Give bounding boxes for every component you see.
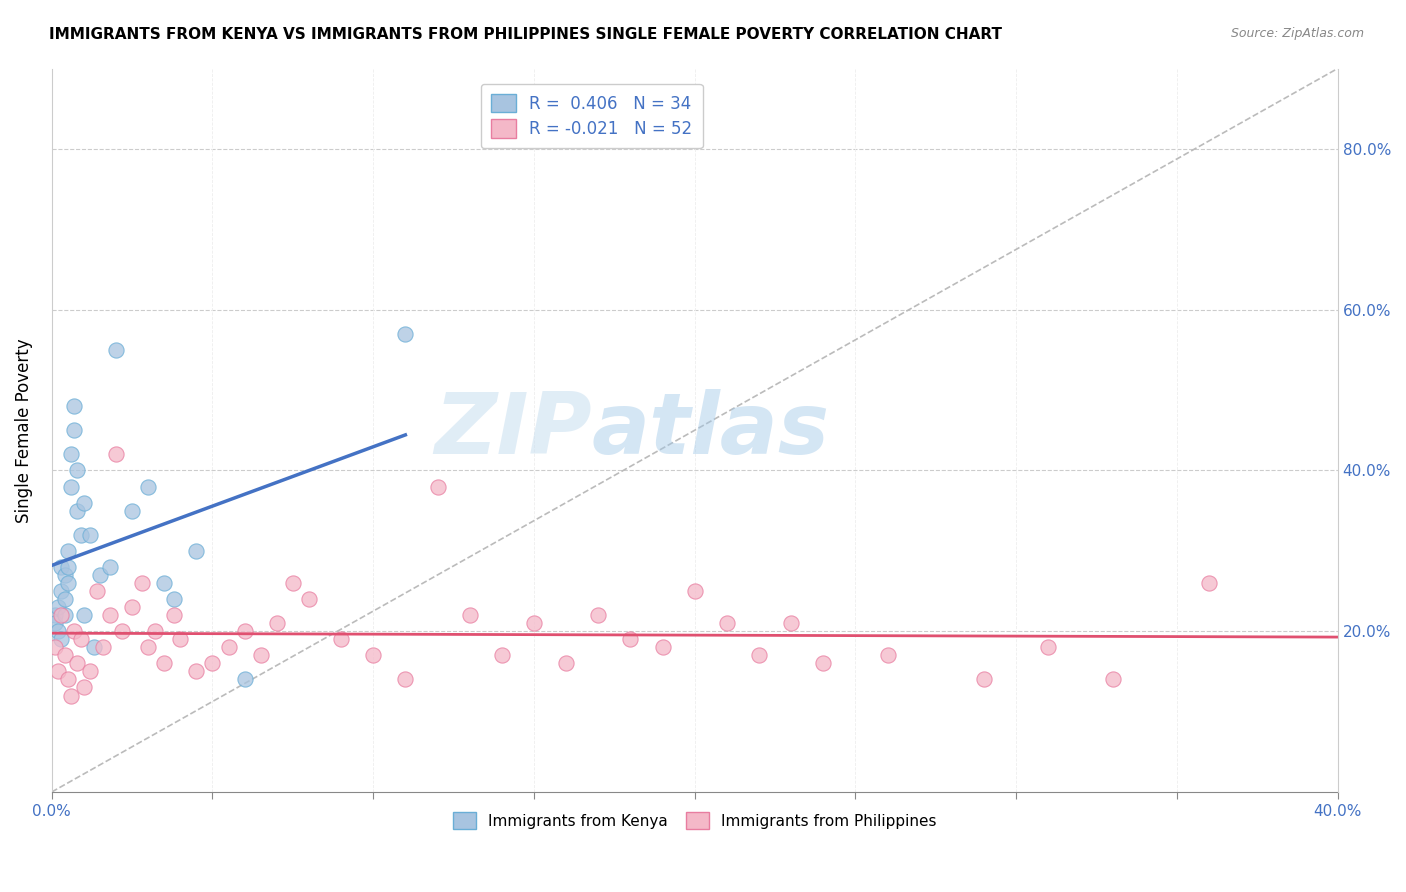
Point <box>63 624 86 639</box>
Point <box>1038 640 1060 655</box>
Point <box>163 608 186 623</box>
Point <box>555 657 578 671</box>
Point <box>121 503 143 517</box>
Point <box>169 632 191 647</box>
Point <box>53 568 76 582</box>
Point <box>780 616 803 631</box>
Point <box>233 624 256 639</box>
Point <box>136 479 159 493</box>
Point <box>394 673 416 687</box>
Point <box>619 632 641 647</box>
Point <box>53 608 76 623</box>
Point <box>69 632 91 647</box>
Point <box>66 463 89 477</box>
Point <box>73 495 96 509</box>
Point <box>73 608 96 623</box>
Point <box>83 640 105 655</box>
Point <box>66 503 89 517</box>
Point <box>330 632 353 647</box>
Point <box>266 616 288 631</box>
Point <box>66 657 89 671</box>
Point <box>281 576 304 591</box>
Point <box>586 608 609 623</box>
Point <box>491 648 513 663</box>
Point <box>394 326 416 341</box>
Point <box>56 673 79 687</box>
Point <box>98 608 121 623</box>
Point <box>105 343 128 357</box>
Point <box>60 689 83 703</box>
Point <box>86 584 108 599</box>
Point <box>69 527 91 541</box>
Point <box>51 560 73 574</box>
Point <box>56 576 79 591</box>
Text: ZIP: ZIP <box>434 389 592 472</box>
Text: atlas: atlas <box>592 389 830 472</box>
Point <box>44 616 66 631</box>
Point <box>63 423 86 437</box>
Point <box>683 584 706 599</box>
Y-axis label: Single Female Poverty: Single Female Poverty <box>15 338 32 523</box>
Point <box>249 648 271 663</box>
Point <box>46 624 69 639</box>
Point <box>46 600 69 615</box>
Point <box>233 673 256 687</box>
Point <box>79 527 101 541</box>
Point <box>651 640 673 655</box>
Point <box>53 648 76 663</box>
Point <box>63 399 86 413</box>
Point <box>105 447 128 461</box>
Point <box>131 576 153 591</box>
Point <box>46 665 69 679</box>
Point <box>813 657 835 671</box>
Point <box>426 479 449 493</box>
Point <box>218 640 240 655</box>
Point <box>60 447 83 461</box>
Point <box>89 568 111 582</box>
Point <box>716 616 738 631</box>
Point <box>523 616 546 631</box>
Point <box>143 624 166 639</box>
Point <box>44 640 66 655</box>
Text: IMMIGRANTS FROM KENYA VS IMMIGRANTS FROM PHILIPPINES SINGLE FEMALE POVERTY CORRE: IMMIGRANTS FROM KENYA VS IMMIGRANTS FROM… <box>49 27 1002 42</box>
Point <box>79 665 101 679</box>
Point <box>153 657 176 671</box>
Point <box>201 657 224 671</box>
Point <box>361 648 384 663</box>
Legend: Immigrants from Kenya, Immigrants from Philippines: Immigrants from Kenya, Immigrants from P… <box>447 806 943 835</box>
Point <box>44 608 66 623</box>
Point <box>186 544 208 558</box>
Point <box>60 479 83 493</box>
Point <box>748 648 770 663</box>
Point <box>153 576 176 591</box>
Point <box>121 600 143 615</box>
Point <box>136 640 159 655</box>
Point <box>56 560 79 574</box>
Text: Source: ZipAtlas.com: Source: ZipAtlas.com <box>1230 27 1364 40</box>
Point <box>51 608 73 623</box>
Point <box>98 560 121 574</box>
Point <box>51 584 73 599</box>
Point <box>91 640 114 655</box>
Point <box>298 592 321 607</box>
Point <box>73 681 96 695</box>
Point <box>1101 673 1123 687</box>
Point <box>973 673 995 687</box>
Point <box>111 624 134 639</box>
Point <box>1198 576 1220 591</box>
Point <box>56 544 79 558</box>
Point <box>53 592 76 607</box>
Point <box>458 608 481 623</box>
Point <box>876 648 898 663</box>
Point <box>51 632 73 647</box>
Point <box>186 665 208 679</box>
Point <box>163 592 186 607</box>
